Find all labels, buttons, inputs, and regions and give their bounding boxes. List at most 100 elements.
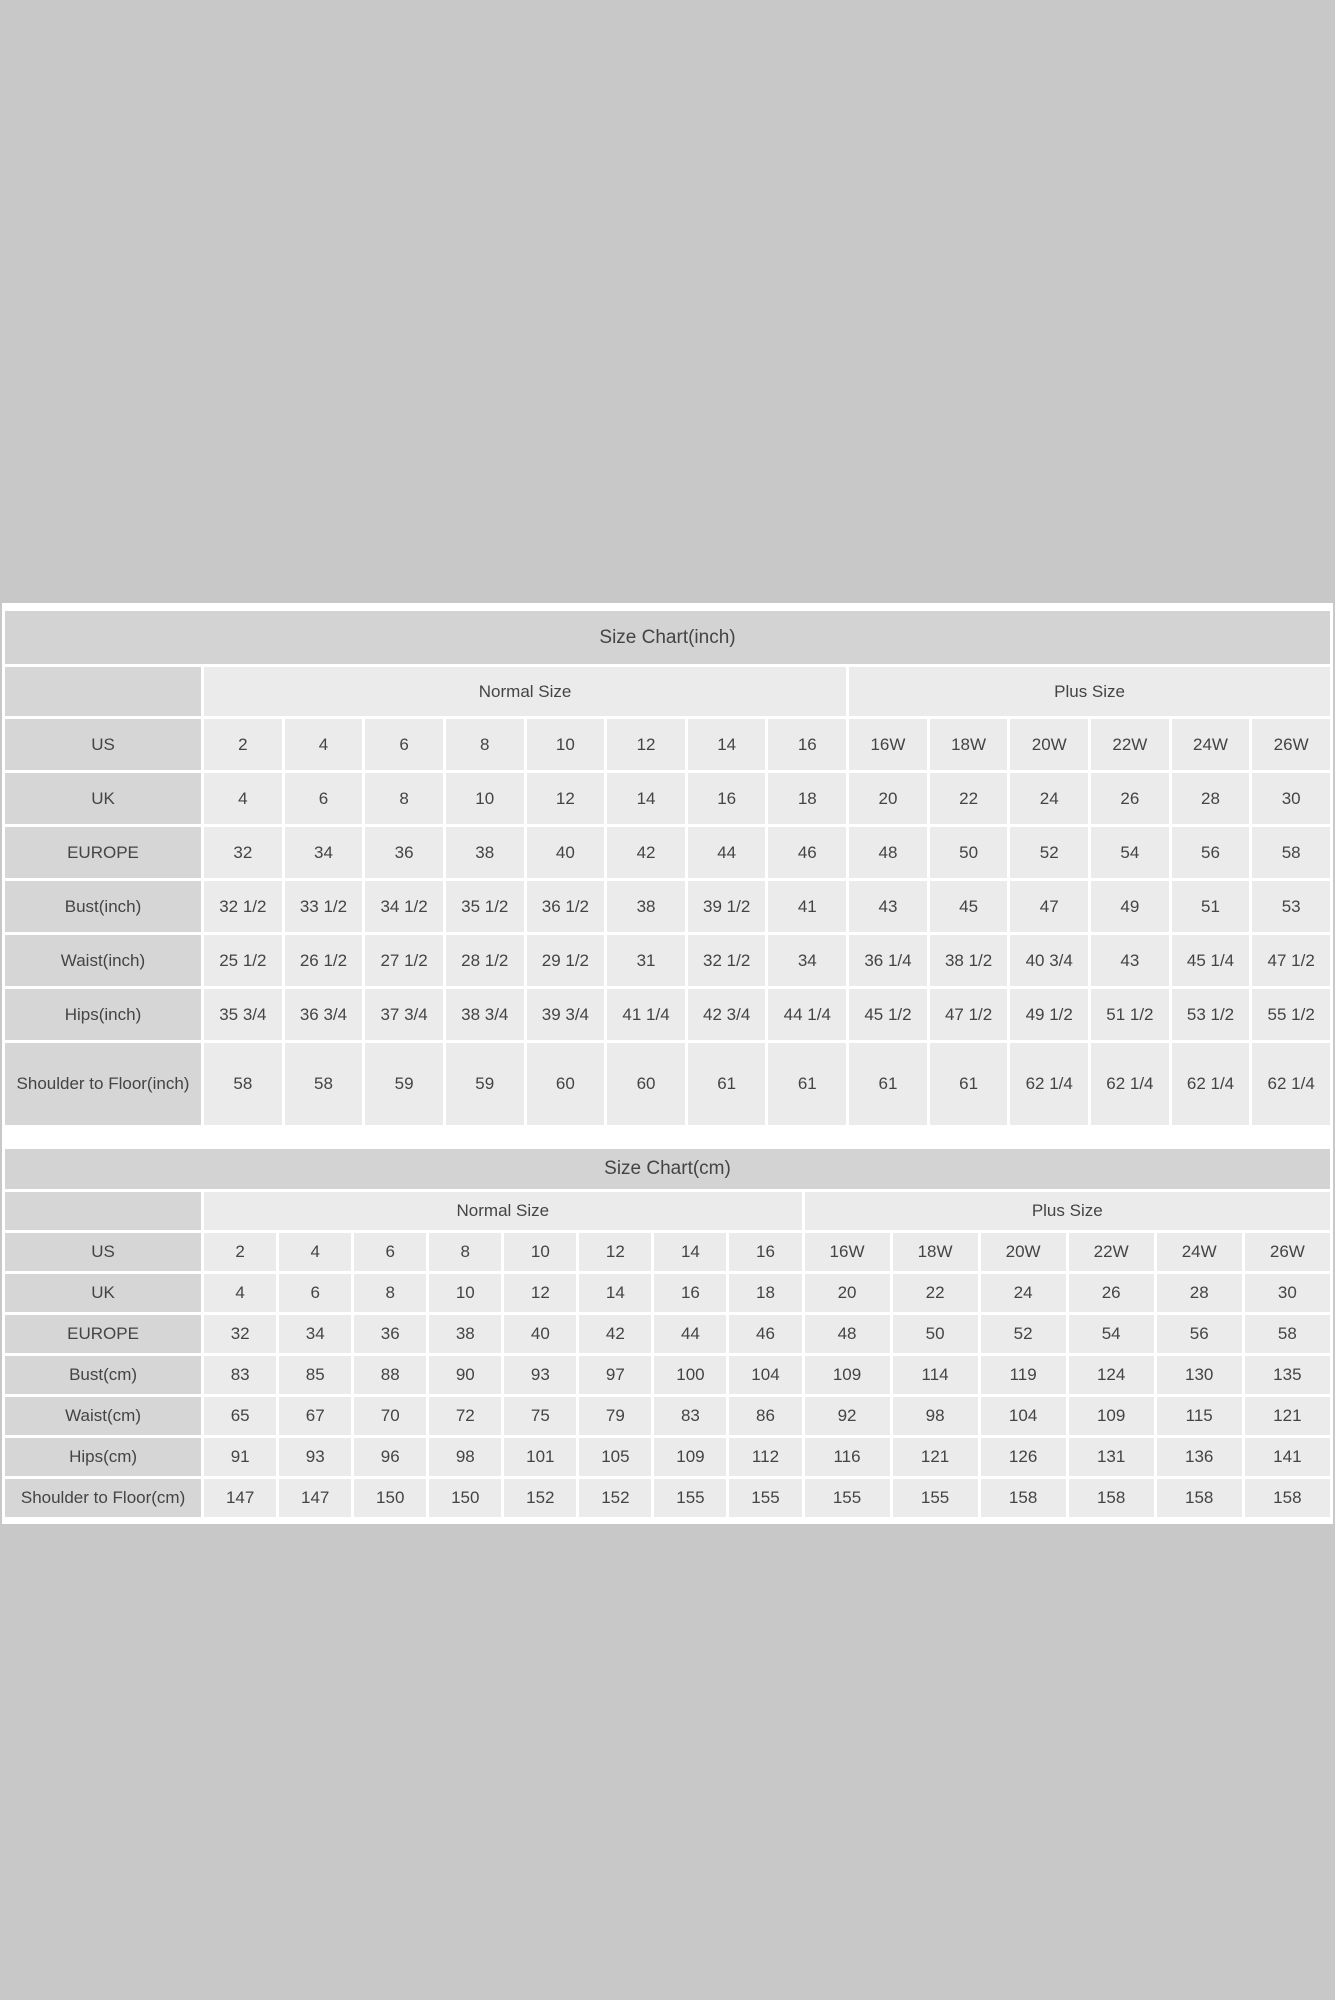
table-cell: 50 bbox=[929, 827, 1008, 878]
table-cell: 26 1/2 bbox=[284, 935, 363, 986]
table-cell: 104 bbox=[980, 1397, 1066, 1435]
table-cell: 12 bbox=[607, 719, 685, 770]
table-cell: 61 bbox=[849, 1043, 927, 1125]
table-cell: 26W bbox=[1244, 1233, 1330, 1271]
table-cell: 109 bbox=[1068, 1397, 1154, 1435]
table-cell: 40 3/4 bbox=[1010, 935, 1089, 986]
table-cell: 26 bbox=[1091, 773, 1169, 824]
table-row: Waist(inch) 25 1/2 26 1/2 27 1/2 28 1/2 29 1/… bbox=[5, 935, 1330, 986]
table-cell: 44 bbox=[687, 827, 766, 878]
table-row: Hips(cm) 91 93 96 98 101 105 109 112 116 121 126 131… bbox=[5, 1438, 1330, 1476]
table-cell: 37 3/4 bbox=[365, 989, 443, 1040]
table-cell: 14 bbox=[579, 1274, 652, 1312]
row-label: EUROPE bbox=[5, 1315, 202, 1353]
table-cell: 155 bbox=[892, 1479, 978, 1517]
table-cell: 10 bbox=[429, 1274, 502, 1312]
group-header-plus: Plus Size bbox=[804, 1192, 1330, 1230]
table-cell: 93 bbox=[504, 1356, 577, 1394]
table-row: UK 4 6 8 10 12 14 16 18 20 22 24 26 28 30 bbox=[5, 1274, 1330, 1312]
table-cell: 114 bbox=[892, 1356, 978, 1394]
table-cell: 119 bbox=[980, 1356, 1066, 1394]
table-cell: 98 bbox=[892, 1397, 978, 1435]
table-cell: 32 1/2 bbox=[204, 881, 282, 932]
table-cell: 48 bbox=[849, 827, 927, 878]
table-cell: 56 bbox=[1171, 827, 1250, 878]
table-cell: 155 bbox=[729, 1479, 802, 1517]
table-cell: 22W bbox=[1068, 1233, 1154, 1271]
table-cell: 91 bbox=[204, 1438, 277, 1476]
table-cell: 70 bbox=[354, 1397, 427, 1435]
table-cell: 32 bbox=[204, 827, 282, 878]
table-cell: 49 1/2 bbox=[1010, 989, 1089, 1040]
table-cell: 38 bbox=[607, 881, 685, 932]
table-cell: 30 bbox=[1252, 773, 1330, 824]
table-cell: 75 bbox=[504, 1397, 577, 1435]
table-cell: 39 3/4 bbox=[526, 989, 605, 1040]
table-cell: 18W bbox=[929, 719, 1008, 770]
table-cell: 16W bbox=[804, 1233, 890, 1271]
table-cell: 6 bbox=[365, 719, 443, 770]
table-cell: 24W bbox=[1171, 719, 1250, 770]
table-cell: 155 bbox=[654, 1479, 727, 1517]
table-cell: 25 1/2 bbox=[204, 935, 282, 986]
table-cell: 155 bbox=[804, 1479, 890, 1517]
table-cell: 10 bbox=[504, 1233, 577, 1271]
table-cell: 14 bbox=[607, 773, 685, 824]
table-cell: 93 bbox=[279, 1438, 352, 1476]
table-cell: 147 bbox=[204, 1479, 277, 1517]
table-cell: 14 bbox=[654, 1233, 727, 1271]
table-cell: 38 bbox=[445, 827, 524, 878]
table-cell: 24W bbox=[1156, 1233, 1242, 1271]
table-cell: 42 bbox=[579, 1315, 652, 1353]
group-header-normal: Normal Size bbox=[204, 1192, 802, 1230]
table-cell: 8 bbox=[445, 719, 524, 770]
table-cell: 61 bbox=[687, 1043, 766, 1125]
table-cell: 152 bbox=[579, 1479, 652, 1517]
table-cell: 85 bbox=[279, 1356, 352, 1394]
table-row: Waist(cm) 65 67 70 72 75 79 83 86 92 98 104 109 115 12… bbox=[5, 1397, 1330, 1435]
table-cell: 38 3/4 bbox=[445, 989, 524, 1040]
table-cell: 2 bbox=[204, 719, 282, 770]
table-cell: 36 1/2 bbox=[526, 881, 605, 932]
table-cell: 46 bbox=[729, 1315, 802, 1353]
table-cell: 36 bbox=[354, 1315, 427, 1353]
row-label: EUROPE bbox=[5, 827, 201, 878]
table-cell: 16 bbox=[768, 719, 847, 770]
table-cell: 130 bbox=[1156, 1356, 1242, 1394]
table-cell: 115 bbox=[1156, 1397, 1242, 1435]
table-cell: 22W bbox=[1091, 719, 1169, 770]
table-cell: 141 bbox=[1244, 1438, 1330, 1476]
table-cell: 53 bbox=[1252, 881, 1330, 932]
table-cell: 46 bbox=[768, 827, 847, 878]
table-row: Hips(inch) 35 3/4 36 3/4 37 3/4 38 3/4 39 3/4… bbox=[5, 989, 1330, 1040]
table-cell: 116 bbox=[804, 1438, 890, 1476]
table-cell: 18W bbox=[892, 1233, 978, 1271]
table-cell: 38 1/2 bbox=[929, 935, 1008, 986]
table-cell: 45 1/2 bbox=[849, 989, 927, 1040]
table-cell: 6 bbox=[279, 1274, 352, 1312]
table-cell: 45 bbox=[929, 881, 1008, 932]
table-cell: 150 bbox=[354, 1479, 427, 1517]
table-cell: 28 1/2 bbox=[445, 935, 524, 986]
group-header-normal: Normal Size bbox=[204, 667, 847, 716]
table-cell: 16 bbox=[729, 1233, 802, 1271]
table-cell: 158 bbox=[980, 1479, 1066, 1517]
table-cell: 42 bbox=[607, 827, 685, 878]
table-cell: 42 3/4 bbox=[687, 989, 766, 1040]
table-cell: 18 bbox=[768, 773, 847, 824]
table-cell: 55 1/2 bbox=[1252, 989, 1330, 1040]
row-label: Hips(cm) bbox=[5, 1438, 202, 1476]
table-cell: 34 1/2 bbox=[365, 881, 443, 932]
table-cell: 72 bbox=[429, 1397, 502, 1435]
table-cell: 60 bbox=[526, 1043, 605, 1125]
table-cell: 35 1/2 bbox=[445, 881, 524, 932]
table-cell: 39 1/2 bbox=[687, 881, 766, 932]
table-cell: 59 bbox=[365, 1043, 443, 1125]
table-cell: 48 bbox=[804, 1315, 890, 1353]
table-cell: 67 bbox=[279, 1397, 352, 1435]
table-cell: 83 bbox=[654, 1397, 727, 1435]
row-label: Hips(inch) bbox=[5, 989, 201, 1040]
table-cell: 8 bbox=[365, 773, 443, 824]
table-cell: 27 1/2 bbox=[365, 935, 443, 986]
table-cell: 158 bbox=[1244, 1479, 1330, 1517]
